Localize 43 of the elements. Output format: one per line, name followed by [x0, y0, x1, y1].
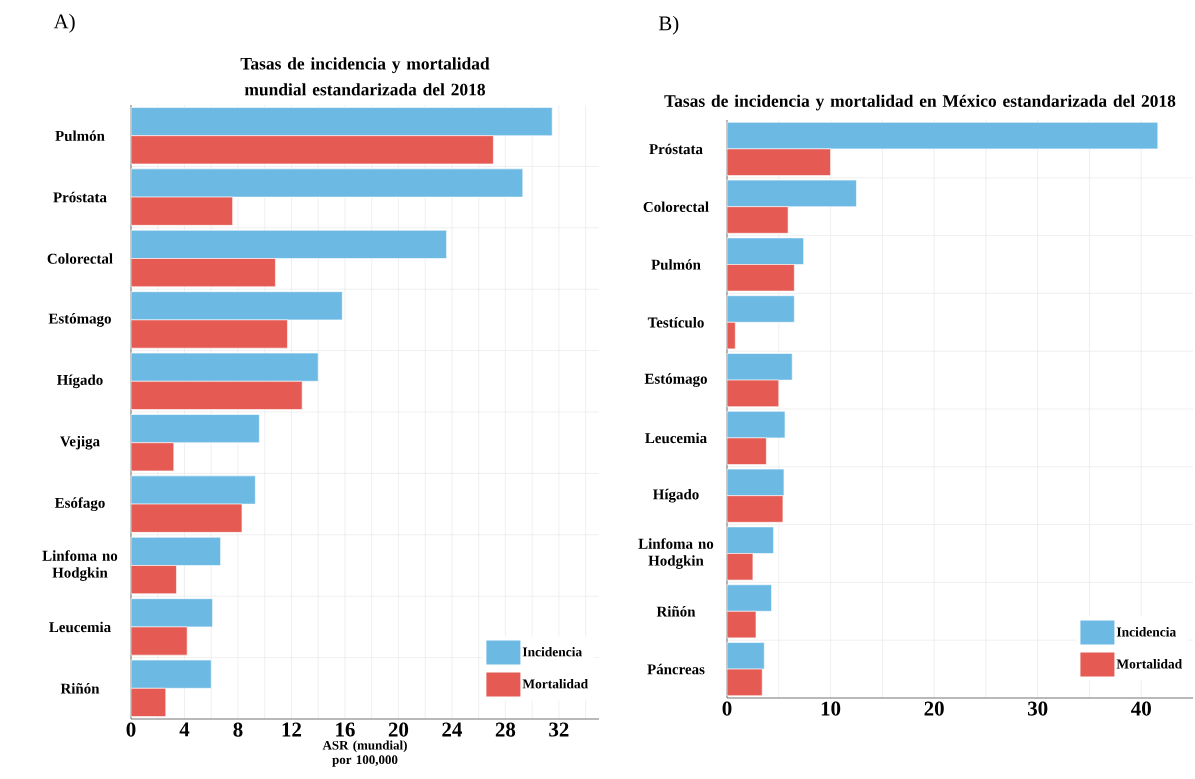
y-tick-label: Páncreas [647, 663, 705, 675]
y-tick-label: Próstata [649, 143, 703, 155]
y-tick-label: Estómago [644, 373, 707, 387]
y-tick-label: Testículo [647, 317, 704, 328]
y-tick-label: Colorectal [643, 201, 709, 212]
y-tick-label: Riñón [60, 683, 100, 694]
y-tick-label: Próstata [53, 191, 107, 203]
x-tick-label: 20 [388, 722, 409, 737]
y-tick-label: Riñón [656, 606, 696, 617]
x-tick-label: 10 [821, 701, 841, 716]
chart-title: Tasas de incidencia y mortalidad en México estandarizada del 2018 [664, 94, 1176, 111]
y-tick-label: Esófago [54, 497, 105, 512]
x-tick-label: 0 [722, 701, 732, 716]
text: B) [658, 15, 679, 35]
x-tick-label: 20 [924, 701, 944, 716]
y-tick-label: Vejiga [60, 435, 100, 450]
x-tick-label: 28 [495, 722, 516, 737]
x-tick-label: 24 [442, 722, 462, 737]
legend-label: Mortalidad [522, 678, 588, 689]
y-tick-label: Leucemia [49, 621, 111, 633]
x-tick-label: 32 [549, 722, 569, 737]
chart-title: Tasas de incidencia y mortalidad mundial estandarizada del 2018 [240, 57, 490, 96]
y-tick-label: Colorectal [47, 253, 113, 264]
x-tick-label: 40 [1131, 701, 1151, 716]
x-axis-title: ASR (mundial) por 100,000 [322, 740, 407, 767]
text: A) [53, 13, 75, 33]
x-tick-label: 0 [126, 722, 136, 737]
y-tick-label: Pulmón [651, 259, 701, 270]
x-tick-label: 16 [336, 722, 355, 737]
legend-label: Incidencia [1116, 627, 1176, 637]
x-tick-label: 30 [1028, 701, 1048, 716]
y-tick-label: Estómago [48, 313, 111, 327]
y-tick-label: Leucemia [645, 432, 707, 444]
x-tick-label: 4 [179, 722, 190, 737]
y-tick-label: Linfoma no Hodgkin [42, 550, 118, 581]
x-tick-label: 12 [282, 722, 302, 737]
legend-label: Incidencia [522, 646, 582, 657]
y-tick-label: Linfoma no Hodgkin [638, 538, 714, 569]
y-tick-label: Hígado [56, 374, 103, 389]
y-tick-label: Pulmón [55, 130, 105, 141]
x-tick-label: 8 [233, 722, 243, 737]
legend-label: Mortalidad [1116, 659, 1183, 669]
y-tick-label: Hígado [652, 488, 699, 503]
